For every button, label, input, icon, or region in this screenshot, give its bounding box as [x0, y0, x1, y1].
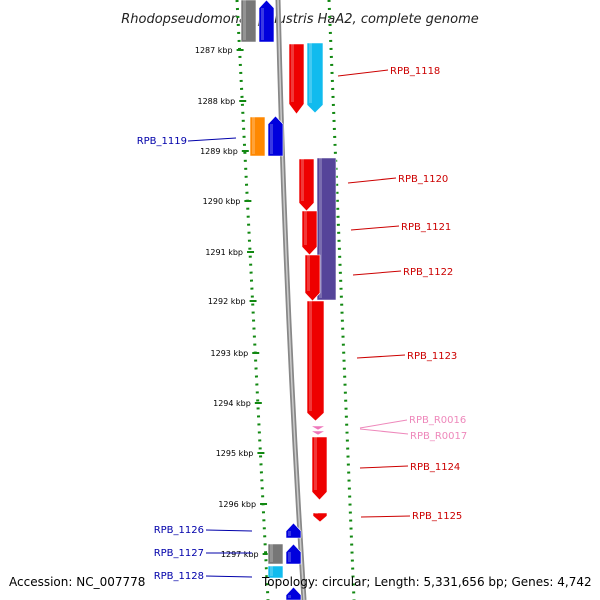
gene-arrow-blue-up [285, 586, 302, 600]
genes-layer [240, 0, 337, 600]
scale-tick-label: 1291 kbp [205, 248, 243, 257]
gene-arrow-blue-up [285, 522, 302, 539]
genome-backbone-highlight [277, 0, 305, 600]
gene-leader-line [347, 177, 397, 184]
gene-highlight [243, 0, 246, 40]
gene-labels-layer: RPB_1118 RPB_1119 RPB_1120 RPB_1121 RPB_1122… [137, 66, 468, 582]
scale-tick-label: 1296 kbp [218, 500, 256, 509]
gene-arrow-blue-up [285, 543, 302, 565]
gene-label-rpb-r0017: RPB_R0017 [410, 431, 467, 442]
gene-label-rpb-1126: RPB_1126 [154, 525, 204, 536]
gene-arrow-pink-down [309, 425, 327, 431]
gene-arrow-blue-up [258, 0, 275, 43]
gene-highlight [304, 211, 307, 245]
gene-highlight [270, 124, 273, 154]
gene-label-rpb-1124: RPB_1124 [410, 462, 460, 473]
gene-arrow-red-down [306, 300, 325, 422]
gene-highlight [291, 44, 294, 102]
scale-tick-label: 1289 kbp [200, 147, 238, 156]
gene-leader-line [205, 575, 253, 578]
gene-arrow-pink-down [309, 430, 327, 436]
gene-highlight [288, 552, 291, 562]
scale-tick-label: 1290 kbp [203, 197, 241, 206]
gene-leader-line [352, 270, 402, 276]
gene-highlight [270, 544, 273, 562]
scale-tick-label: 1287 kbp [195, 46, 233, 55]
gene-arrow-red-down [298, 158, 315, 212]
gene-highlight [288, 531, 291, 536]
gene-arrow-purple-down [316, 157, 337, 301]
gene-arrow-red-down [288, 43, 305, 115]
figure-title: Rhodopseudomonas palustris HaA2, complet… [121, 12, 479, 27]
scale-tick-label: 1292 kbp [208, 297, 246, 306]
gene-label-rpb-1125: RPB_1125 [412, 511, 462, 522]
scale-tick-label: 1295 kbp [216, 449, 254, 458]
gene-leader-line [205, 529, 253, 532]
gene-highlight [309, 43, 312, 103]
gene-leader-line [350, 225, 400, 231]
gene-arrow-cyan-down [306, 42, 324, 114]
scale-tick-label: 1293 kbp [211, 349, 249, 358]
scale-tick-label: 1297 kbp [221, 550, 259, 559]
gene-label-rpb-r0016: RPB_R0016 [409, 415, 466, 426]
gene-arrow-gray-up [267, 543, 284, 565]
gene-highlight [270, 566, 273, 576]
accession-text: Accession: NC_007778 [9, 575, 146, 589]
gene-arrow-red-down [304, 254, 321, 302]
gene-arrow-red-down [301, 210, 318, 256]
gene-highlight [309, 301, 312, 411]
scale-ticks-layer: 1287 kbp 1288 kbp 1289 kbp 1290 kbp 1291 kbp… [195, 46, 270, 559]
gene-arrow-red-down [312, 512, 328, 523]
gene-highlight [301, 159, 304, 201]
gene-leader-line [359, 428, 409, 435]
gene-arrow-orange-up [249, 116, 266, 157]
scale-tick-label: 1288 kbp [198, 97, 236, 106]
gene-label-rpb-1119: RPB_1119 [137, 136, 187, 147]
gene-leader-line [187, 137, 237, 142]
gene-highlight [261, 8, 264, 40]
gene-highlight [315, 513, 318, 514]
gene-highlight [319, 158, 322, 298]
gene-arrow-gray-up [240, 0, 257, 43]
gene-arrow-red-down [311, 436, 328, 501]
gene-leader-line [337, 69, 389, 77]
gene-arrow-blue-up [267, 115, 284, 157]
genome-summary-text: Topology: circular; Length: 5,331,656 bp… [262, 575, 592, 589]
gene-leader-line [359, 465, 409, 469]
gene-label-rpb-1127: RPB_1127 [154, 548, 204, 559]
gene-highlight [307, 255, 310, 291]
gene-label-rpb-1118: RPB_1118 [390, 66, 440, 77]
gene-leader-line [356, 354, 406, 359]
gene-label-rpb-1128: RPB_1128 [154, 571, 204, 582]
gene-label-rpb-1120: RPB_1120 [398, 174, 448, 185]
gene-label-rpb-1122: RPB_1122 [403, 267, 453, 278]
gene-leader-line [359, 419, 408, 429]
gene-label-rpb-1121: RPB_1121 [401, 222, 451, 233]
gene-highlight [314, 437, 317, 490]
gene-label-rpb-1123: RPB_1123 [407, 351, 457, 362]
gene-highlight [252, 117, 255, 154]
gene-arrow-cyan-up [267, 565, 284, 579]
gene-leader-line [360, 515, 411, 518]
gene-highlight [288, 595, 291, 598]
scale-tick-label: 1294 kbp [213, 399, 251, 408]
